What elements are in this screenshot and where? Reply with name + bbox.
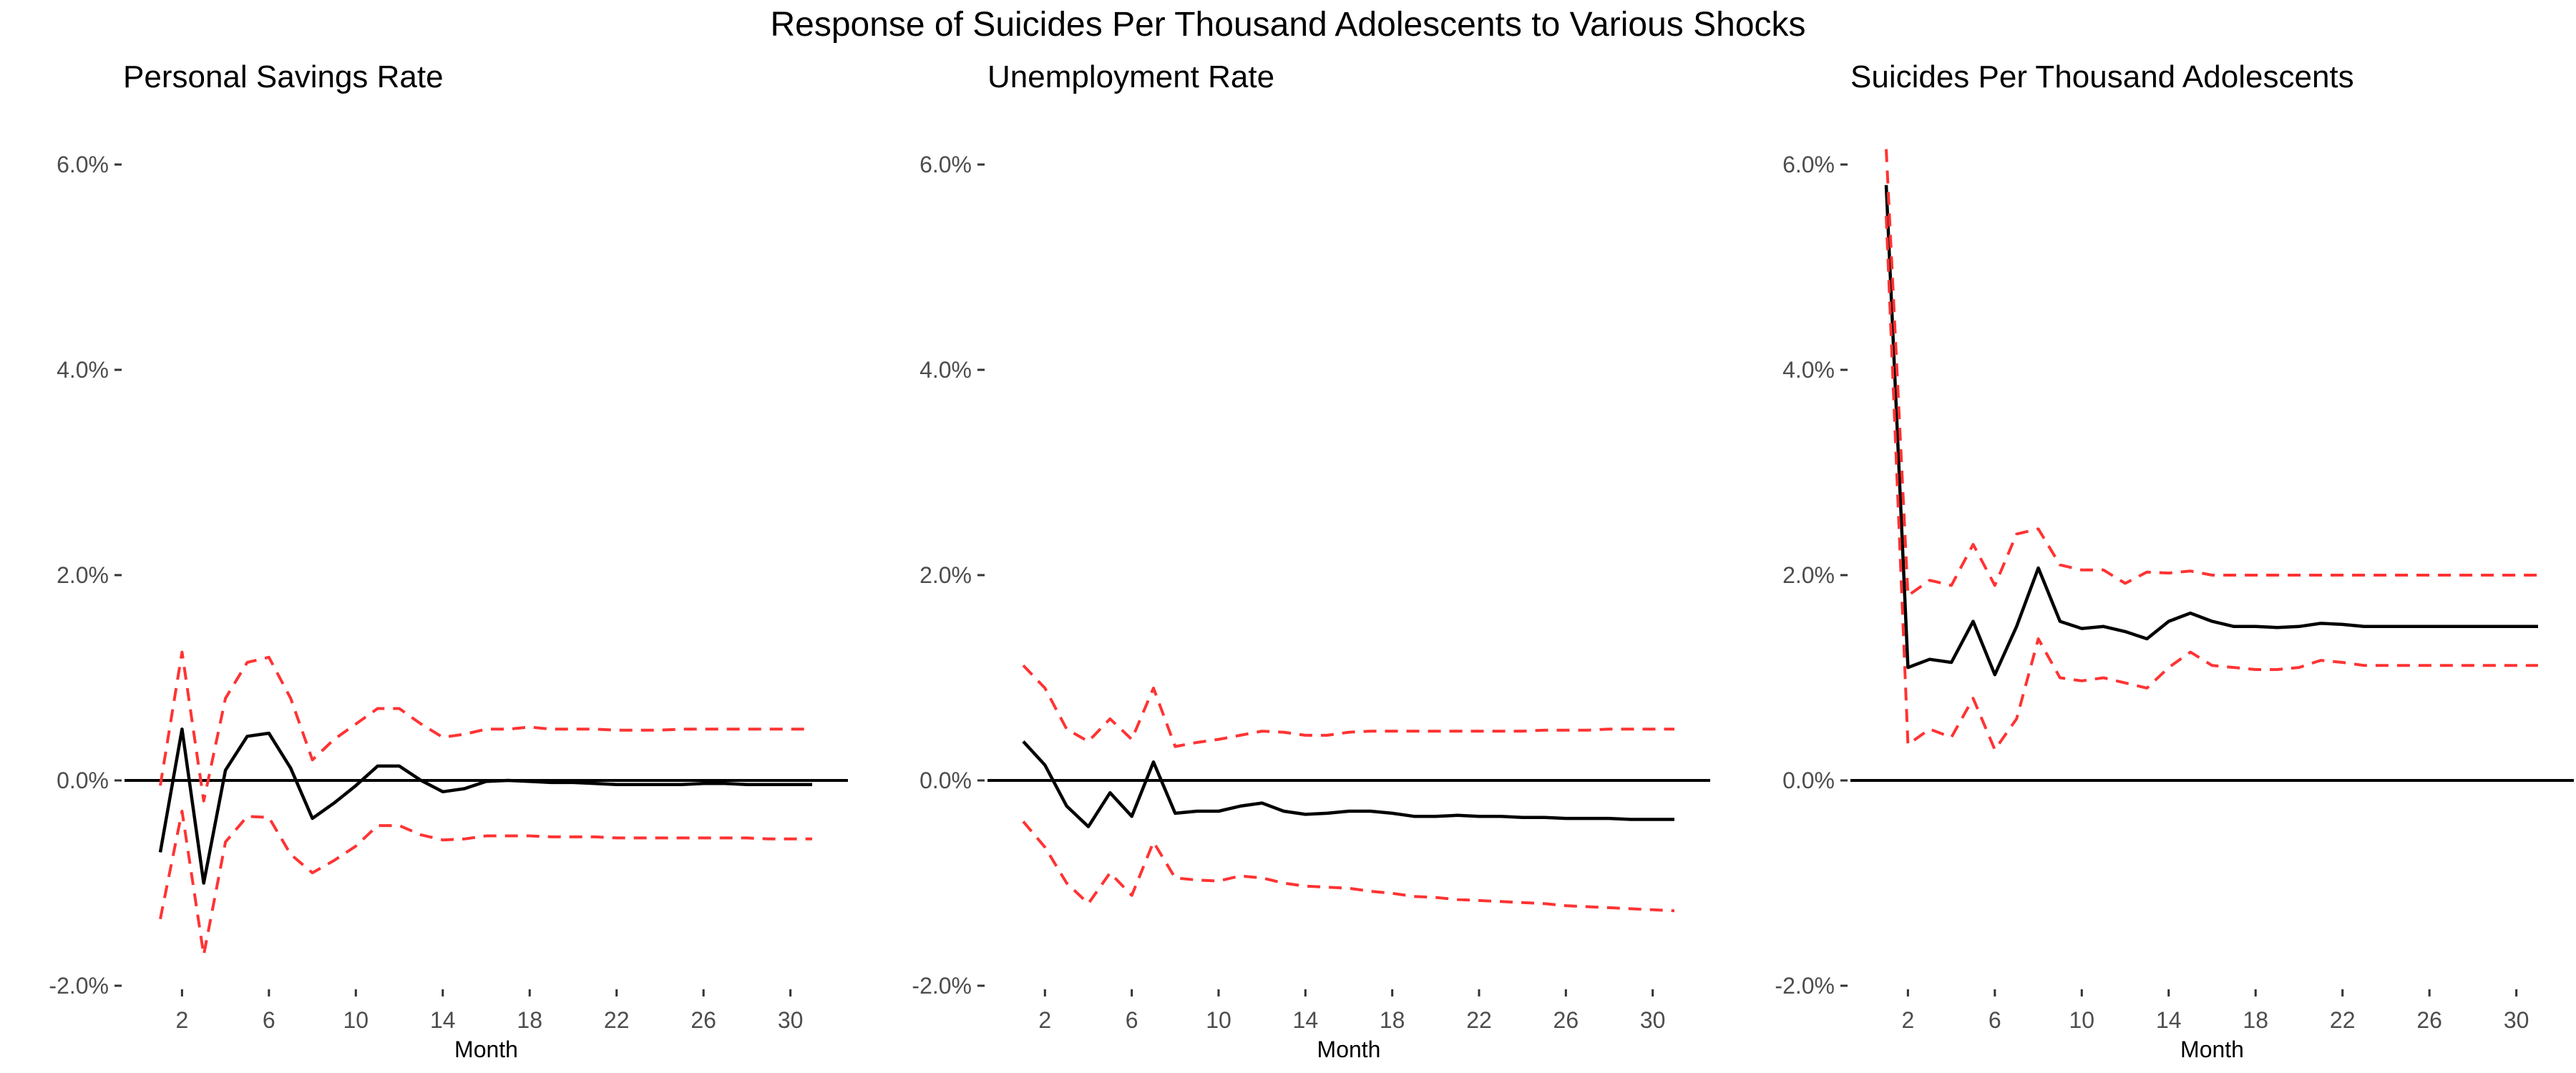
lower-band-line — [1885, 215, 2538, 751]
x-tick-label: 30 — [778, 1007, 804, 1033]
y-tick-label: 0.0% — [57, 768, 109, 793]
panel-title: Suicides Per Thousand Adolescents — [1850, 59, 2354, 94]
x-tick-label: 10 — [2069, 1007, 2095, 1033]
x-tick-label: 10 — [1206, 1007, 1231, 1033]
y-tick-label: -2.0% — [49, 973, 109, 999]
upper-band-line — [1022, 664, 1674, 748]
x-tick-label: 30 — [2504, 1007, 2529, 1033]
panel-1: Personal Savings Rate -2.0% 0.0% 2.0% 4.0% 6.… — [49, 59, 848, 1062]
x-tick-label: 6 — [1989, 1007, 2001, 1033]
x-tick-label: 26 — [691, 1007, 716, 1033]
y-tick-label: 4.0% — [1782, 357, 1835, 383]
lower-band-line — [1022, 820, 1675, 913]
x-axis-title: Month — [454, 1037, 518, 1062]
panels-group: Personal Savings Rate -2.0% 0.0% 2.0% 4.0% 6.… — [49, 59, 2574, 1062]
panel-title: Personal Savings Rate — [123, 59, 444, 94]
x-axis-title: Month — [2180, 1037, 2244, 1062]
x-tick-label: 18 — [517, 1007, 542, 1033]
upper-band-line — [1885, 149, 2538, 597]
x-tick-label: 22 — [604, 1007, 630, 1033]
x-tick-label: 22 — [1466, 1007, 1492, 1033]
panel-title: Unemployment Rate — [987, 59, 1274, 94]
x-tick-label: 26 — [2416, 1007, 2442, 1033]
y-tick-label: 2.0% — [1782, 562, 1835, 588]
y-tick-label: 6.0% — [1782, 152, 1835, 177]
x-tick-label: 18 — [2243, 1007, 2268, 1033]
x-tick-label: 26 — [1553, 1007, 1579, 1033]
panel-2: Unemployment Rate-2.0%0.0%2.0%4.0%6.0%2 6… — [912, 59, 1710, 1062]
y-tick-label: -2.0% — [1775, 973, 1835, 999]
lower-band-line — [159, 810, 812, 956]
x-tick-label: 14 — [430, 1007, 456, 1033]
y-tick-label: -2.0% — [912, 973, 972, 999]
x-axis-title: Month — [1317, 1037, 1381, 1062]
upper-band-line — [159, 650, 812, 803]
y-tick-label: 6.0% — [919, 152, 972, 177]
y-tick-label: 0.0% — [1782, 768, 1835, 793]
x-tick-label: 2 — [1038, 1007, 1051, 1033]
x-tick-label: 30 — [1640, 1007, 1666, 1033]
response-line — [158, 727, 812, 885]
y-tick-label: 2.0% — [919, 562, 972, 588]
panel-3: Suicides Per Thousand Adolescents -2.0% 0.… — [1775, 59, 2574, 1062]
x-tick-label: 18 — [1380, 1007, 1405, 1033]
x-tick-label: 2 — [175, 1007, 188, 1033]
y-tick-label: 4.0% — [57, 357, 109, 383]
x-tick-label: 22 — [2330, 1007, 2356, 1033]
y-tick-label: 0.0% — [919, 768, 972, 793]
y-tick-label: 4.0% — [919, 357, 972, 383]
x-tick-label: 14 — [1293, 1007, 1319, 1033]
x-tick-label: 6 — [1126, 1007, 1138, 1033]
x-tick-label: 10 — [343, 1007, 369, 1033]
response-line — [1884, 185, 2538, 677]
x-tick-label: 14 — [2156, 1007, 2182, 1033]
x-tick-label: 2 — [1901, 1007, 1914, 1033]
y-tick-label: 2.0% — [57, 562, 109, 588]
y-tick-label: 6.0% — [57, 152, 109, 177]
figure-title: Response of Suicides Per Thousand Adoles… — [770, 6, 1805, 44]
x-tick-label: 6 — [263, 1007, 275, 1033]
response-line — [1022, 740, 1674, 828]
